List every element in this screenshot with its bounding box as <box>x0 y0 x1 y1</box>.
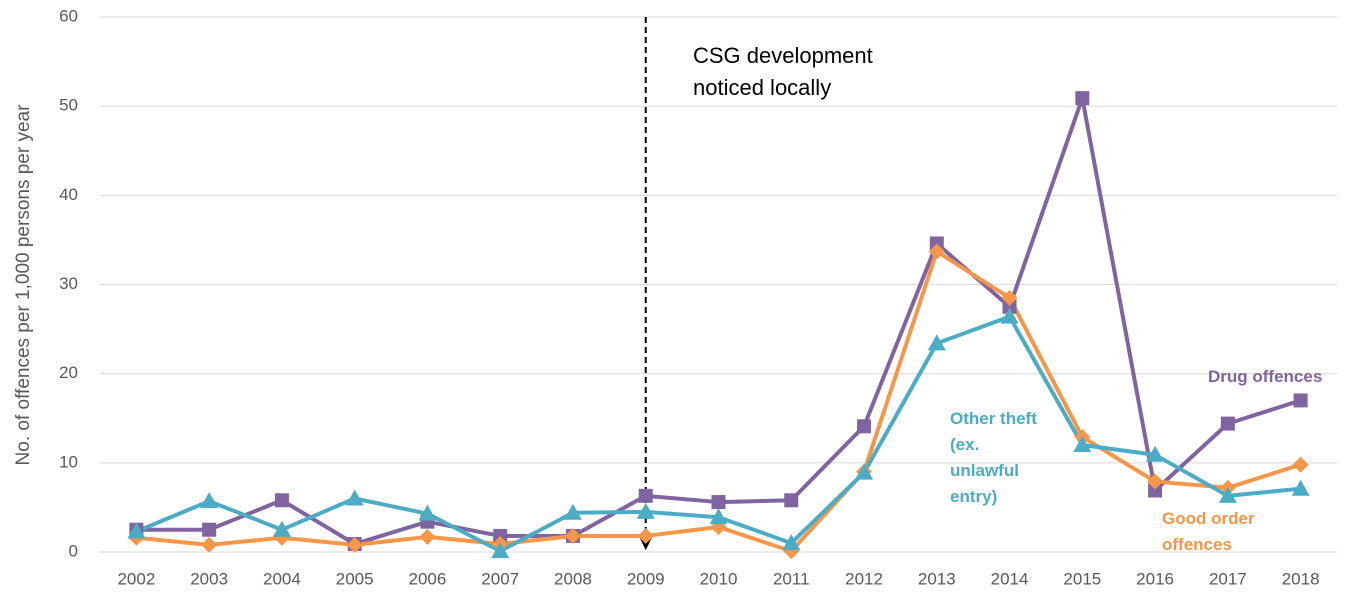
x-tick-label: 2013 <box>918 569 956 588</box>
x-tick-label: 2008 <box>554 569 592 588</box>
series-label: Other theft (ex. unlawful entry) <box>950 409 1037 506</box>
y-tick-label: 60 <box>59 6 78 25</box>
y-tick-label: 30 <box>59 274 78 293</box>
marker <box>274 493 289 508</box>
marker <box>929 236 944 251</box>
marker <box>127 522 146 539</box>
marker <box>491 542 510 559</box>
marker <box>418 504 437 521</box>
x-tick-label: 2009 <box>627 569 665 588</box>
x-tick-label: 2005 <box>336 569 374 588</box>
x-tick-label: 2017 <box>1209 569 1247 588</box>
marker <box>201 536 218 553</box>
marker <box>1075 91 1090 106</box>
x-tick-label: 2004 <box>263 569 301 588</box>
marker <box>1293 393 1308 408</box>
y-tick-label: 40 <box>59 185 78 204</box>
y-tick-label: 20 <box>59 363 78 382</box>
marker <box>855 463 874 480</box>
x-tick-label: 2012 <box>845 569 883 588</box>
marker <box>493 528 508 543</box>
series-label: Good order offences <box>1162 509 1255 554</box>
annotation: CSG development noticed locally <box>693 43 873 100</box>
marker <box>1146 445 1165 462</box>
marker <box>419 528 436 545</box>
y-tick-label: 0 <box>69 541 78 560</box>
marker <box>928 243 945 260</box>
marker <box>1002 299 1017 314</box>
x-tick-label: 2010 <box>700 569 738 588</box>
marker <box>1218 486 1237 503</box>
x-tick-label: 2003 <box>190 569 228 588</box>
marker <box>638 488 653 503</box>
x-tick-label: 2002 <box>117 569 155 588</box>
annotation-arrow <box>639 538 652 550</box>
x-tick-label: 2011 <box>773 569 810 588</box>
marker <box>927 334 946 351</box>
x-tick-label: 2015 <box>1063 569 1101 588</box>
marker <box>563 503 582 520</box>
marker <box>784 493 799 508</box>
marker <box>1147 473 1164 490</box>
marker <box>1292 456 1309 473</box>
y-axis-label: No. of offences per 1,000 persons per ye… <box>13 104 34 466</box>
marker <box>346 536 363 553</box>
marker <box>1001 289 1018 306</box>
y-tick-label: 50 <box>59 96 78 115</box>
marker <box>636 502 655 519</box>
y-tick-label: 10 <box>59 452 78 471</box>
marker <box>1000 307 1019 324</box>
marker <box>782 534 801 551</box>
marker <box>200 492 219 509</box>
marker <box>202 522 217 537</box>
marker <box>711 495 726 510</box>
marker <box>564 527 581 544</box>
marker <box>1148 483 1163 498</box>
marker <box>1291 479 1310 496</box>
x-tick-label: 2016 <box>1136 569 1174 588</box>
series-line <box>136 96 1302 546</box>
x-tick-label: 2007 <box>481 569 519 588</box>
x-tick-label: 2014 <box>991 569 1029 588</box>
marker <box>857 419 872 434</box>
marker <box>272 520 291 537</box>
x-tick-label: 2006 <box>409 569 447 588</box>
marker <box>637 527 654 544</box>
x-tick-label: 2018 <box>1282 569 1320 588</box>
marker <box>709 508 728 525</box>
series-label: Drug offences <box>1208 367 1323 386</box>
marker <box>1073 436 1092 452</box>
marker <box>1220 416 1235 431</box>
marker <box>345 489 364 506</box>
